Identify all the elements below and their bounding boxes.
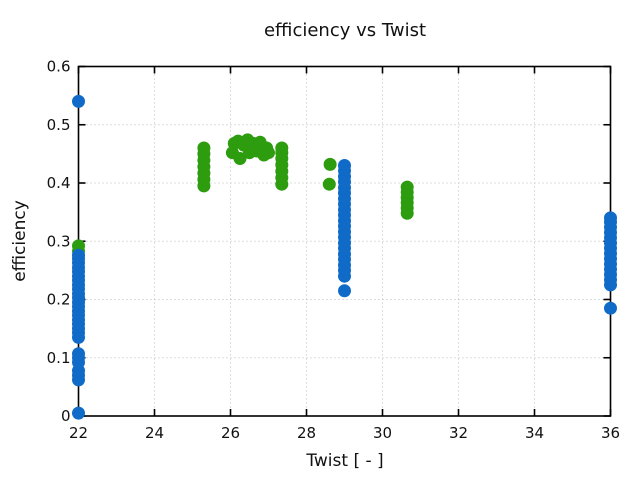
x-tick-labels: 22 24 26 28 30 32 34 36 — [69, 424, 620, 442]
data-point — [604, 211, 617, 225]
data-point — [233, 152, 247, 165]
y-axis-label: efficiency — [10, 200, 30, 282]
x-axis-label: Twist [ - ] — [306, 451, 384, 471]
blue-series — [72, 94, 617, 420]
green-series — [72, 133, 414, 258]
tick-marks — [77, 65, 612, 417]
y-tick-label: 0.4 — [47, 174, 71, 192]
data-point — [338, 159, 351, 172]
x-tick-label: 24 — [145, 424, 164, 442]
data-point — [275, 141, 289, 155]
data-point — [72, 347, 85, 361]
x-tick-label: 32 — [449, 424, 468, 442]
data-point — [400, 180, 414, 194]
x-tick-label: 22 — [69, 424, 88, 442]
chart-title: efficiency vs Twist — [263, 20, 427, 41]
y-tick-label: 0.3 — [47, 232, 71, 250]
data-point — [604, 301, 617, 315]
data-point — [322, 177, 336, 191]
y-tick-label: 0.2 — [47, 291, 71, 309]
x-tick-label: 36 — [601, 424, 620, 442]
data-point — [323, 157, 337, 171]
y-tick-labels: 0 0.1 0.2 0.3 0.4 0.5 0.6 — [47, 58, 71, 426]
gridlines — [78, 66, 611, 416]
y-tick-label: 0.1 — [47, 349, 71, 367]
y-tick-label: 0.6 — [47, 58, 71, 76]
data-point — [72, 239, 85, 253]
y-tick-label: 0 — [61, 407, 71, 425]
y-tick-label: 0.5 — [47, 116, 71, 134]
x-tick-label: 28 — [297, 424, 316, 442]
data-point — [72, 94, 85, 108]
x-tick-label: 26 — [221, 424, 240, 442]
data-point — [72, 248, 85, 262]
data-point — [197, 141, 211, 155]
data-point — [262, 146, 275, 160]
data-point — [72, 406, 85, 420]
x-tick-label: 30 — [373, 424, 392, 442]
x-tick-label: 34 — [525, 424, 544, 442]
data-point — [338, 284, 351, 298]
